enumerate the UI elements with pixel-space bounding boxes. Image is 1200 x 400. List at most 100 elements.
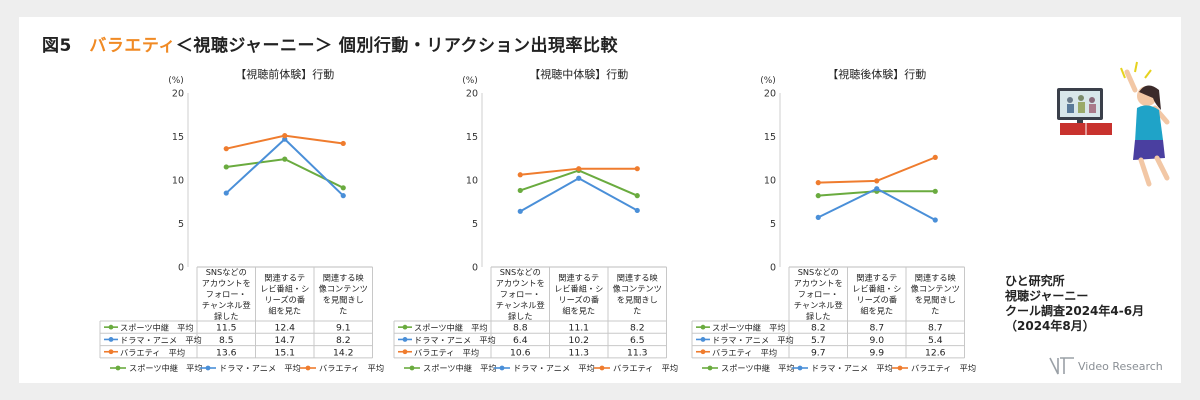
data-value-label: 8.7: [869, 323, 884, 334]
legend-label: ドラマ・アニメ 平均: [513, 363, 595, 373]
category-label: レビ番組・シ: [852, 284, 901, 294]
category-label: レビ番組・シ: [260, 284, 309, 294]
logo-text: Video Research: [1078, 360, 1163, 373]
legend-label: ドラマ・アニメ 平均: [219, 363, 301, 373]
category-label: チャンネル登: [794, 300, 843, 310]
data-point: [874, 178, 880, 184]
tv-viewer-cheering-icon: [1057, 61, 1170, 187]
data-value-label: 9.7: [811, 347, 826, 358]
category-label: 関連する映: [617, 273, 658, 283]
data-point: [634, 193, 640, 199]
category-label: レビ番組・シ: [554, 284, 603, 294]
table-legend-marker: [108, 337, 114, 342]
data-value-label: 8.7: [928, 323, 943, 334]
data-point: [223, 146, 229, 152]
category-label: アカウントを: [794, 278, 843, 288]
category-label: SNSなどの: [500, 267, 541, 277]
category-label: フォロー・: [206, 289, 247, 299]
category-label: アカウントを: [202, 278, 251, 288]
y-tick-label: 0: [472, 263, 478, 274]
data-point: [634, 207, 640, 214]
table-series-name: ドラマ・アニメ 平均: [120, 335, 202, 345]
data-point: [340, 193, 346, 199]
category-label: 像コンテンツ: [319, 284, 368, 294]
data-value-label: 6.5: [630, 335, 645, 346]
legend-marker: [205, 365, 211, 371]
category-label: SNSなどの: [206, 267, 247, 277]
y-tick-label: 0: [770, 263, 776, 274]
table-series-name: バラエティ 平均: [414, 347, 479, 357]
category-label: 像コンテンツ: [911, 284, 960, 294]
category-label: アカウントを: [496, 278, 545, 288]
data-point: [815, 180, 821, 186]
category-label: 像コンテンツ: [613, 284, 662, 294]
data-value-label: 11.5: [216, 323, 237, 334]
data-point: [576, 166, 582, 172]
data-value-label: 11.1: [569, 323, 589, 334]
data-point: [932, 188, 938, 194]
data-value-label: 12.4: [275, 323, 296, 334]
category-label: た: [931, 306, 939, 316]
data-point: [223, 190, 229, 196]
data-value-label: 8.5: [219, 335, 234, 346]
category-label: 録した: [508, 311, 533, 321]
chart-title: 【視聴中体験】行動: [529, 67, 628, 81]
y-axis-unit: (%): [462, 76, 478, 86]
data-value-label: 9.9: [869, 347, 884, 358]
y-axis-unit: (%): [760, 76, 776, 86]
category-label: 録した: [214, 311, 239, 321]
data-value-label: 9.1: [336, 323, 351, 334]
category-label: 組を見た: [268, 306, 301, 316]
data-value-label: 11.3: [569, 347, 590, 358]
category-label: 関連する映: [323, 273, 364, 283]
category-label: た: [633, 306, 641, 316]
data-point: [576, 175, 582, 181]
legend-marker: [409, 365, 415, 371]
legend-marker: [797, 365, 803, 371]
data-point: [815, 193, 821, 199]
series-line: [225, 137, 344, 197]
source-date: （2024年8月）: [1005, 319, 1095, 333]
data-value-label: 15.1: [275, 347, 295, 358]
genre-accent: バラエティ: [89, 36, 176, 56]
data-value-label: 8.2: [811, 323, 826, 334]
y-tick-label: 20: [764, 89, 776, 100]
content-card: [19, 17, 1181, 383]
data-value-label: 5.4: [928, 335, 943, 346]
table-series-name: ドラマ・アニメ 平均: [414, 335, 496, 345]
table-legend-marker: [402, 324, 408, 330]
data-point: [517, 187, 523, 194]
y-tick-label: 5: [770, 219, 776, 230]
video-research-logo: Video Research: [1049, 357, 1163, 375]
y-tick-label: 15: [764, 132, 776, 143]
table-legend-marker: [108, 349, 114, 355]
data-value-label: 8.8: [513, 323, 528, 334]
chart-title: 【視聴前体験】行動: [235, 67, 334, 81]
data-point: [223, 164, 229, 170]
data-value-label: 8.2: [630, 323, 645, 334]
data-point: [815, 214, 821, 221]
source-period: クール調査2024年4-6月: [1005, 304, 1145, 318]
y-tick-label: 15: [466, 132, 478, 143]
chart-title: 【視聴後体験】行動: [827, 67, 926, 81]
legend-label: バラエティ 平均: [911, 363, 976, 373]
legend-label: スポーツ中継 平均: [423, 363, 497, 373]
legend-label: バラエティ 平均: [319, 363, 384, 373]
legend-marker: [707, 365, 713, 371]
category-label: を見聞きし: [915, 295, 956, 305]
category-label: フォロー・: [500, 289, 541, 299]
data-point: [634, 166, 640, 172]
table-legend-marker: [700, 324, 706, 330]
category-label: 関連するテ: [558, 273, 599, 283]
y-tick-label: 5: [178, 219, 184, 230]
category-label: 関連するテ: [264, 273, 305, 283]
y-tick-label: 10: [764, 176, 776, 187]
data-value-label: 8.2: [336, 335, 351, 346]
y-tick-label: 20: [466, 89, 478, 100]
table-series-name: スポーツ中継 平均: [120, 323, 194, 333]
data-value-label: 6.4: [513, 335, 528, 346]
source-note: ひと研究所 視聴ジャーニー クール調査2024年4-6月 （2024年8月）: [1005, 274, 1144, 334]
category-label: リーズの番: [558, 295, 599, 305]
category-label: 関連する映: [915, 273, 956, 283]
data-point: [932, 154, 938, 160]
